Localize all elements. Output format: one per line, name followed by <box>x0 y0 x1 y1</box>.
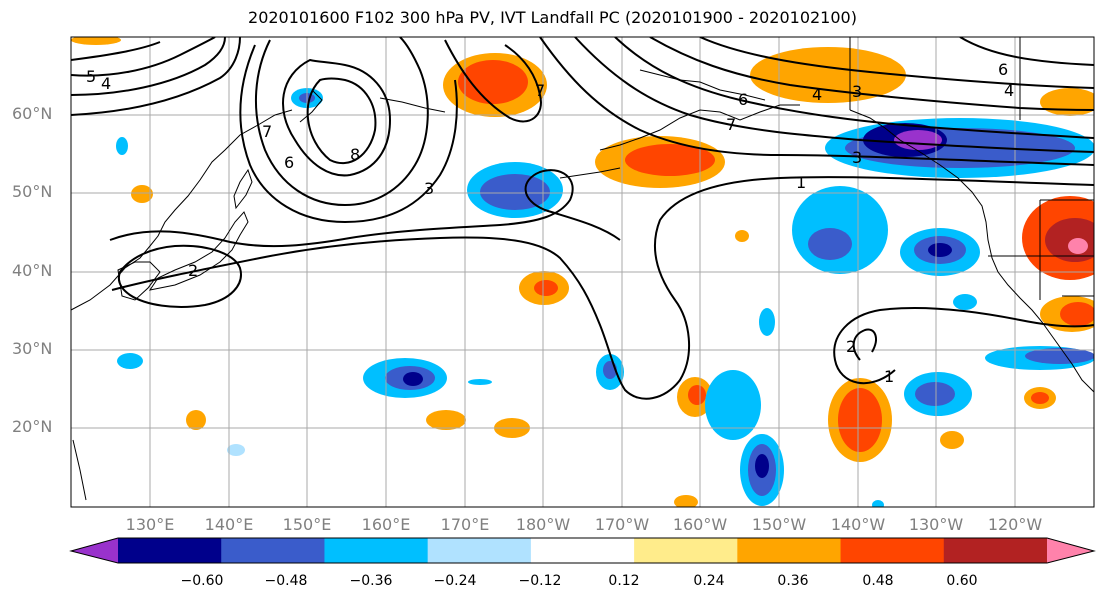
pv-anomaly-positive <box>688 385 706 405</box>
pv-contours <box>71 37 1094 400</box>
contour-label: 2 <box>846 337 856 356</box>
pv-anomaly-positive <box>534 280 558 296</box>
contour-label: 7 <box>535 81 545 100</box>
colorbar-cell <box>118 538 222 563</box>
lat-label: 60°N <box>12 104 53 123</box>
pv-anomaly-negative <box>1025 348 1094 364</box>
pv-anomaly-negative <box>915 382 955 406</box>
colorbar-cell <box>221 538 325 563</box>
contour-label: 1 <box>796 173 806 192</box>
pv-anomaly-negative <box>227 444 245 456</box>
lat-label: 20°N <box>12 417 53 436</box>
pv-anomaly-positive <box>735 230 749 242</box>
contour-label: 3 <box>424 179 434 198</box>
colorbar-tick-label: −0.48 <box>264 573 308 589</box>
colorbar-tick-label: 0.12 <box>608 573 640 589</box>
lon-label: 130°W <box>908 515 964 534</box>
pv-anomaly-negative <box>953 294 977 310</box>
lon-label: 140°W <box>830 515 886 534</box>
pv-anomaly-positive <box>426 410 466 430</box>
pv-anomaly-positive <box>1031 392 1049 404</box>
pv-anomaly-positive <box>1068 238 1088 254</box>
colorbar-tick-label: 0.36 <box>777 573 809 589</box>
lon-label: 170°W <box>594 515 650 534</box>
colorbar-cell <box>840 538 945 563</box>
contour-label: 7 <box>726 115 736 134</box>
pv-anomaly-positive <box>625 144 715 176</box>
pv-anomaly-positive <box>186 410 206 430</box>
colorbar-cell <box>737 538 842 563</box>
pv-anomaly-negative <box>872 500 884 507</box>
colorbar-cell <box>634 538 738 563</box>
lat-label: 50°N <box>12 182 53 201</box>
map-title: 2020101600 F102 300 hPa PV, IVT Landfall… <box>248 8 857 27</box>
pv-anomaly-positive <box>750 47 906 103</box>
contour-label: 4 <box>101 74 111 93</box>
pv-anomaly-positive <box>131 185 153 203</box>
lon-label: 140°E <box>204 515 254 534</box>
lat-label: 30°N <box>12 339 53 358</box>
colorbar-cell <box>324 538 429 563</box>
pv-anomaly-negative <box>403 372 423 386</box>
contour-label: 3 <box>852 148 862 167</box>
contour-label: 2 <box>188 261 198 280</box>
pv-anomaly-positive <box>1060 302 1094 326</box>
pv-anomaly-positive <box>458 60 528 104</box>
contour-label: 3 <box>852 82 862 101</box>
lon-label: 160°E <box>361 515 411 534</box>
pv-anomaly-positive <box>838 388 882 452</box>
contour-label: 1 <box>884 367 894 386</box>
lon-label: 180°W <box>515 515 571 534</box>
colorbar-extend-high <box>1047 538 1094 563</box>
lon-label: 150°E <box>282 515 332 534</box>
pv-anomaly-negative <box>705 370 761 440</box>
contour-label: 7 <box>262 122 272 141</box>
contour-labels: 5 4 7 6 8 3 2 7 6 4 3 7 6 4 3 1 2 1 <box>86 60 1014 386</box>
colorbar-tick-label: −0.36 <box>349 573 393 589</box>
colorbar-tick-label: −0.24 <box>433 573 477 589</box>
map-frame <box>70 36 1095 508</box>
pv-anomaly-negative <box>480 174 550 210</box>
pv-anomaly-negative <box>755 454 769 478</box>
pv-anomaly-negative <box>117 353 143 369</box>
pv-anomaly-negative <box>759 308 775 336</box>
pv-anomaly-positive <box>71 37 121 45</box>
contour-label: 4 <box>812 85 822 104</box>
contour-label: 4 <box>1004 81 1014 100</box>
pv-anomaly-negative <box>928 243 952 257</box>
pv-anomaly-negative <box>808 228 852 260</box>
colorbar-tick-label: 0.48 <box>862 573 894 589</box>
colorbar-tick-label: 0.24 <box>693 573 725 589</box>
lat-label: 40°N <box>12 261 53 280</box>
contour-label: 5 <box>86 67 96 86</box>
lon-label: 160°W <box>672 515 728 534</box>
lon-label: 150°W <box>751 515 807 534</box>
pv-anomaly-positive <box>940 431 964 449</box>
contour-label: 6 <box>998 60 1008 79</box>
colorbar-cell <box>530 538 635 563</box>
pv-anomaly-negative <box>894 130 942 150</box>
lon-label: 170°E <box>440 515 490 534</box>
lon-label: 130°E <box>125 515 175 534</box>
colorbar-cell <box>943 538 1048 563</box>
colorbar-tick-label: 0.60 <box>946 573 978 589</box>
colorbar <box>69 537 1096 564</box>
colorbar-tick-label: −0.60 <box>180 573 224 589</box>
lon-label: 120°W <box>987 515 1043 534</box>
pv-anomaly-negative <box>468 379 492 385</box>
colorbar-extend-low <box>71 538 118 563</box>
colorbar-cell <box>427 538 532 563</box>
pv-anomaly-negative <box>116 137 128 155</box>
contour-label: 6 <box>738 90 748 109</box>
contour-label: 8 <box>350 145 360 164</box>
pv-anomaly-positive <box>1040 88 1094 116</box>
pv-anomaly-positive <box>674 495 698 507</box>
colorbar-tick-label: −0.12 <box>518 573 562 589</box>
contour-label: 6 <box>284 153 294 172</box>
